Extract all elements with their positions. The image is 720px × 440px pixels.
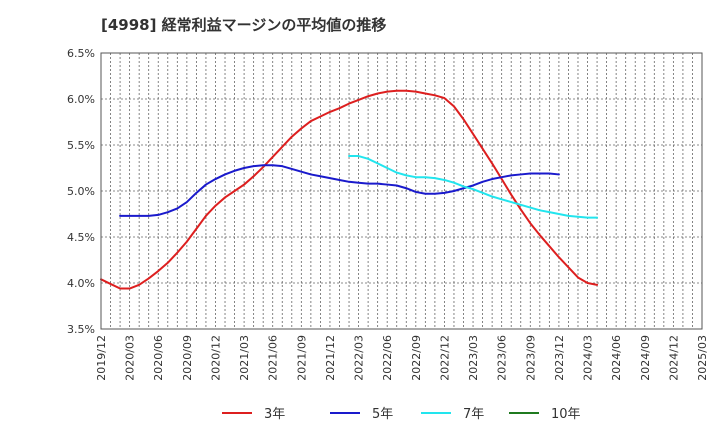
x-tick-label: 2024/12 bbox=[667, 335, 680, 381]
series-line-3年 bbox=[100, 89, 599, 290]
chart-title: [4998] 経常利益マージンの平均値の推移 bbox=[101, 16, 386, 34]
y-axis-ticks: 3.5% 4.0% 4.5% 5.0% 5.5% 6.0% 6.5% bbox=[67, 47, 95, 336]
x-tick-label: 2019/12 bbox=[95, 335, 108, 381]
y-tick-label: 5.0% bbox=[67, 185, 95, 198]
x-tick-label: 2024/03 bbox=[582, 335, 595, 381]
y-tick-label: 4.0% bbox=[67, 277, 95, 290]
legend-label: 3年 bbox=[264, 407, 285, 422]
x-tick-label: 2020/06 bbox=[152, 335, 165, 381]
x-tick-label: 2024/09 bbox=[639, 335, 652, 381]
x-tick-label: 2021/06 bbox=[267, 335, 280, 381]
x-tick-label: 2022/06 bbox=[381, 335, 394, 381]
x-tick-label: 2021/12 bbox=[324, 335, 337, 381]
legend: 3年 5年 7年 10年 bbox=[222, 407, 581, 422]
x-tick-label: 2023/03 bbox=[467, 335, 480, 381]
legend-label: 10年 bbox=[551, 407, 581, 422]
x-tick-label: 2024/06 bbox=[610, 335, 623, 381]
x-tick-label: 2020/03 bbox=[124, 335, 137, 381]
x-tick-label: 2023/12 bbox=[553, 335, 566, 381]
x-tick-label: 2025/03 bbox=[696, 335, 709, 381]
legend-label: 7年 bbox=[463, 407, 484, 422]
x-tick-label: 2023/09 bbox=[524, 335, 537, 381]
y-tick-label: 6.5% bbox=[67, 47, 95, 60]
x-tick-label: 2020/12 bbox=[209, 335, 222, 381]
series-line-5年 bbox=[119, 164, 560, 217]
x-tick-label: 2022/03 bbox=[353, 335, 366, 381]
y-tick-label: 5.5% bbox=[67, 139, 95, 152]
x-axis-ticks: 2019/12 2020/03 2020/06 2020/09 2020/12 2021/… bbox=[95, 335, 709, 381]
legend-label: 5年 bbox=[372, 407, 393, 422]
y-tick-label: 6.0% bbox=[67, 93, 95, 106]
plot-frame bbox=[100, 52, 703, 330]
x-tick-label: 2022/12 bbox=[438, 335, 451, 381]
series-lines bbox=[100, 89, 599, 290]
y-tick-label: 3.5% bbox=[67, 323, 95, 336]
x-tick-label: 2021/09 bbox=[295, 335, 308, 381]
x-tick-label: 2020/09 bbox=[181, 335, 194, 381]
x-tick-label: 2023/06 bbox=[496, 335, 509, 381]
x-tick-label: 2021/03 bbox=[238, 335, 251, 381]
y-tick-label: 4.5% bbox=[67, 231, 95, 244]
series-line-7年 bbox=[348, 155, 599, 219]
x-tick-label: 2022/09 bbox=[410, 335, 423, 381]
grid bbox=[101, 53, 702, 329]
